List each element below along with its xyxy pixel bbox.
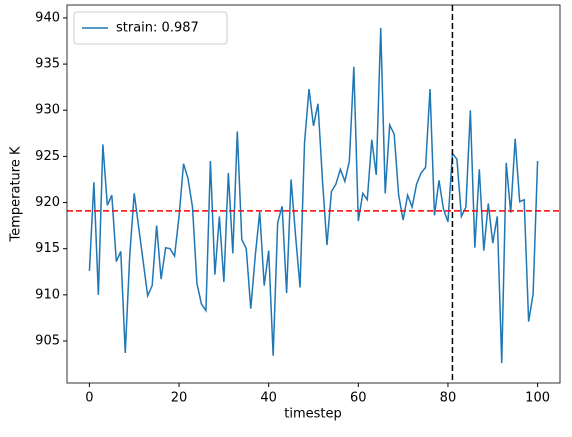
- x-tick-label: 80: [440, 391, 457, 406]
- y-tick-label: 920: [35, 195, 60, 210]
- legend: [73, 11, 228, 45]
- x-axis-label: timestep: [284, 407, 342, 422]
- y-tick-label: 910: [35, 287, 60, 302]
- legend-label: strain: 0.987: [116, 21, 199, 36]
- y-axis-label: Temperature K: [9, 146, 24, 242]
- plot-frame: [66, 4, 561, 384]
- x-tick-label: 100: [525, 391, 550, 406]
- y-tick-label: 915: [35, 241, 60, 256]
- data-line: [88, 28, 539, 364]
- x-tick-label: 20: [171, 391, 188, 406]
- y-tick-label: 925: [35, 149, 60, 164]
- x-tick-label: 60: [350, 391, 367, 406]
- y-tick-label: 930: [35, 103, 60, 118]
- y-tick-label: 940: [35, 10, 60, 25]
- x-tick-label: 0: [85, 391, 93, 406]
- x-tick-label: 40: [260, 391, 277, 406]
- y-tick-label: 935: [35, 57, 60, 72]
- y-tick-label: 905: [35, 334, 60, 349]
